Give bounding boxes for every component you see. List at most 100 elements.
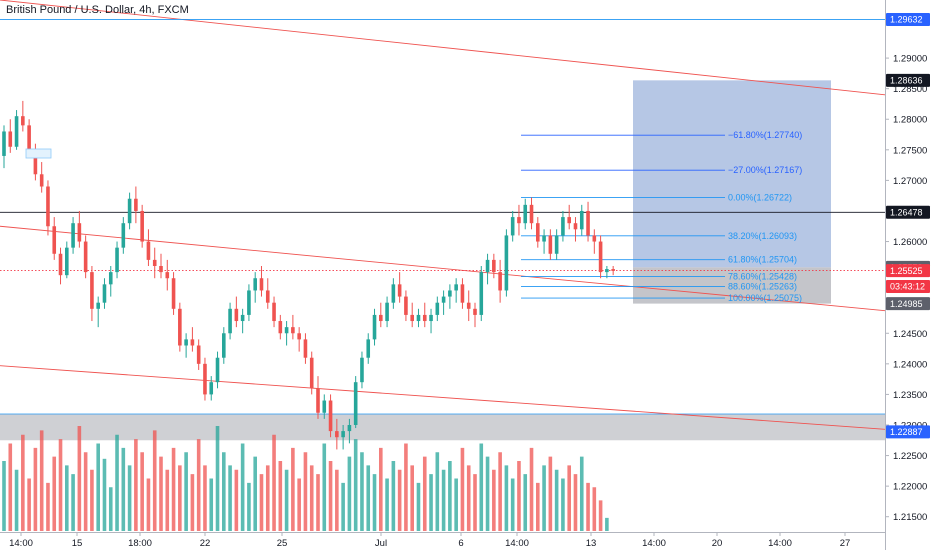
time-tick-label: 14:00 (642, 538, 666, 549)
candle-body (567, 217, 571, 224)
candle-body (341, 431, 345, 438)
volume-bar (385, 478, 389, 531)
volume-bar (579, 456, 584, 531)
candle-body (385, 302, 389, 322)
volume-bar (247, 482, 251, 531)
volume-bar (259, 474, 264, 531)
candle-body (611, 269, 615, 271)
horizontal-lines-layer (0, 18, 885, 272)
candle-body (422, 314, 427, 322)
price-tag (886, 297, 930, 311)
candle-body (21, 116, 25, 126)
fib-level-label: 100.00%(1.25075) (728, 293, 802, 303)
candle-body (234, 308, 239, 322)
time-tick-label: 22 (200, 538, 211, 549)
volume-bar (529, 447, 534, 531)
volume-bar (165, 469, 170, 531)
candle-body (140, 210, 144, 242)
time-tick-label: 14:00 (9, 538, 33, 549)
candle-body (222, 333, 226, 358)
candle-body (404, 296, 408, 315)
candle-body (291, 327, 295, 334)
candle-body (536, 223, 540, 242)
price-tag (886, 264, 930, 278)
candle-body (479, 272, 484, 315)
volume-bar (379, 447, 383, 531)
price-tag-label: 1.25525 (890, 266, 923, 276)
volume-bar (523, 474, 528, 531)
candle-body (253, 278, 257, 291)
volume-bar (536, 482, 540, 531)
volume-bar (196, 439, 201, 531)
volume-bar (115, 434, 119, 531)
volume-bar (605, 517, 609, 531)
volume-bar (2, 461, 6, 531)
candle-body (90, 272, 94, 309)
volume-bar (265, 465, 270, 531)
volume-bar (39, 430, 44, 531)
volume-bar (102, 458, 107, 531)
candle-body (184, 339, 188, 346)
volume-bar (466, 465, 471, 531)
candle-body (548, 235, 553, 254)
candle-body (2, 131, 6, 156)
volume-bar (429, 474, 433, 531)
volume-bar (517, 461, 521, 531)
price-tag-label: 1.22887 (890, 427, 923, 437)
candle-body (347, 424, 352, 432)
volume-bar (567, 465, 571, 531)
price-tag (886, 425, 930, 439)
volume-bar (473, 474, 477, 531)
candle-body (473, 308, 477, 315)
time-tick-label: Jul (375, 538, 387, 549)
candle-body (284, 327, 289, 334)
candle-body (39, 174, 44, 187)
volume-bar (316, 474, 320, 531)
candle-body (159, 266, 163, 273)
price-tag-label: 1.28636 (890, 76, 923, 86)
candle-body (46, 186, 50, 227)
candle-body (460, 284, 465, 303)
time-tick-label: 6 (458, 538, 463, 549)
candle-body (523, 204, 528, 224)
candle-body (416, 314, 421, 322)
candle-body (247, 290, 251, 315)
candle-body (8, 131, 13, 147)
volume-bar (253, 456, 257, 531)
time-tick-label: 27 (840, 538, 851, 549)
volume-bar (27, 478, 31, 531)
candle-body (190, 339, 195, 346)
volume-bar (561, 478, 565, 531)
candle-body (33, 149, 38, 175)
volume-bar (291, 447, 295, 531)
candles-layer (2, 100, 615, 450)
stop-zone (633, 267, 831, 304)
candle-body (397, 284, 402, 297)
candle-body (498, 272, 502, 291)
candle-body (108, 272, 113, 285)
price-tick-label: 1.23500 (893, 390, 927, 401)
price-tag-label: 1.29632 (890, 15, 923, 25)
candle-body (14, 116, 19, 147)
volume-bar (146, 478, 151, 531)
candle-body (152, 259, 157, 266)
price-tick-label: 1.28500 (893, 84, 927, 95)
candle-body (448, 290, 452, 297)
candle-body (485, 259, 490, 273)
time-axis[interactable]: 14:00 15 18:00 22 25 Jul 6 14:00 13 14:00 20 14:00 2… (9, 532, 850, 549)
volume-bar (328, 461, 333, 531)
volume-bar (240, 443, 245, 531)
candle-body (165, 272, 170, 279)
candle-body (127, 198, 132, 224)
candle-body (134, 198, 138, 211)
volume-bar (322, 443, 327, 531)
note-box (25, 148, 52, 159)
candle-body (598, 241, 603, 273)
price-tag-label: 1.24985 (890, 299, 923, 309)
candle-body (265, 290, 270, 303)
volume-bar (234, 469, 239, 531)
volume-bar (542, 465, 546, 531)
volume-bar (8, 443, 13, 531)
candle-body (586, 210, 590, 236)
